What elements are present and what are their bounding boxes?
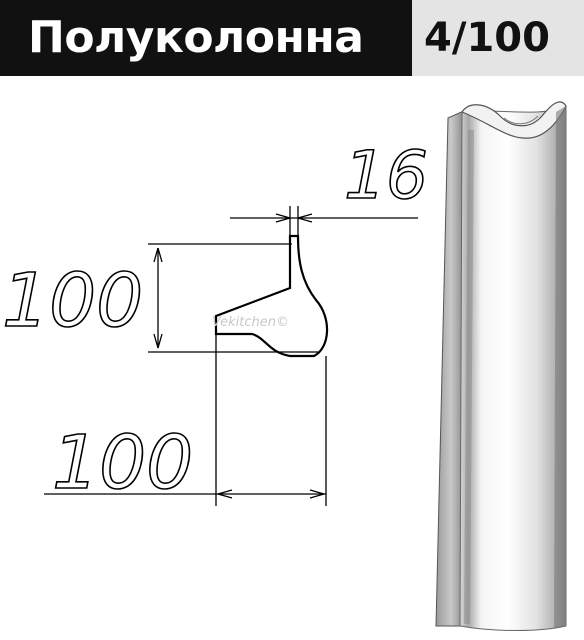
- width-dimension: [44, 320, 327, 506]
- watermark: Vekitchen©: [212, 315, 289, 330]
- profile-outline: [214, 234, 329, 358]
- width-label: 100: [52, 420, 193, 506]
- code-bar: 4/100: [412, 0, 584, 76]
- product-title: Полуколонна: [28, 12, 364, 63]
- thickness-label: 16: [344, 137, 428, 214]
- product-code: 4/100: [424, 15, 550, 61]
- title-bar: Полуколонна: [0, 0, 412, 76]
- half-column-render: [435, 101, 567, 631]
- height-dimension: [148, 243, 320, 353]
- height-label: 100: [2, 258, 143, 344]
- thickness-dimension: [230, 206, 418, 240]
